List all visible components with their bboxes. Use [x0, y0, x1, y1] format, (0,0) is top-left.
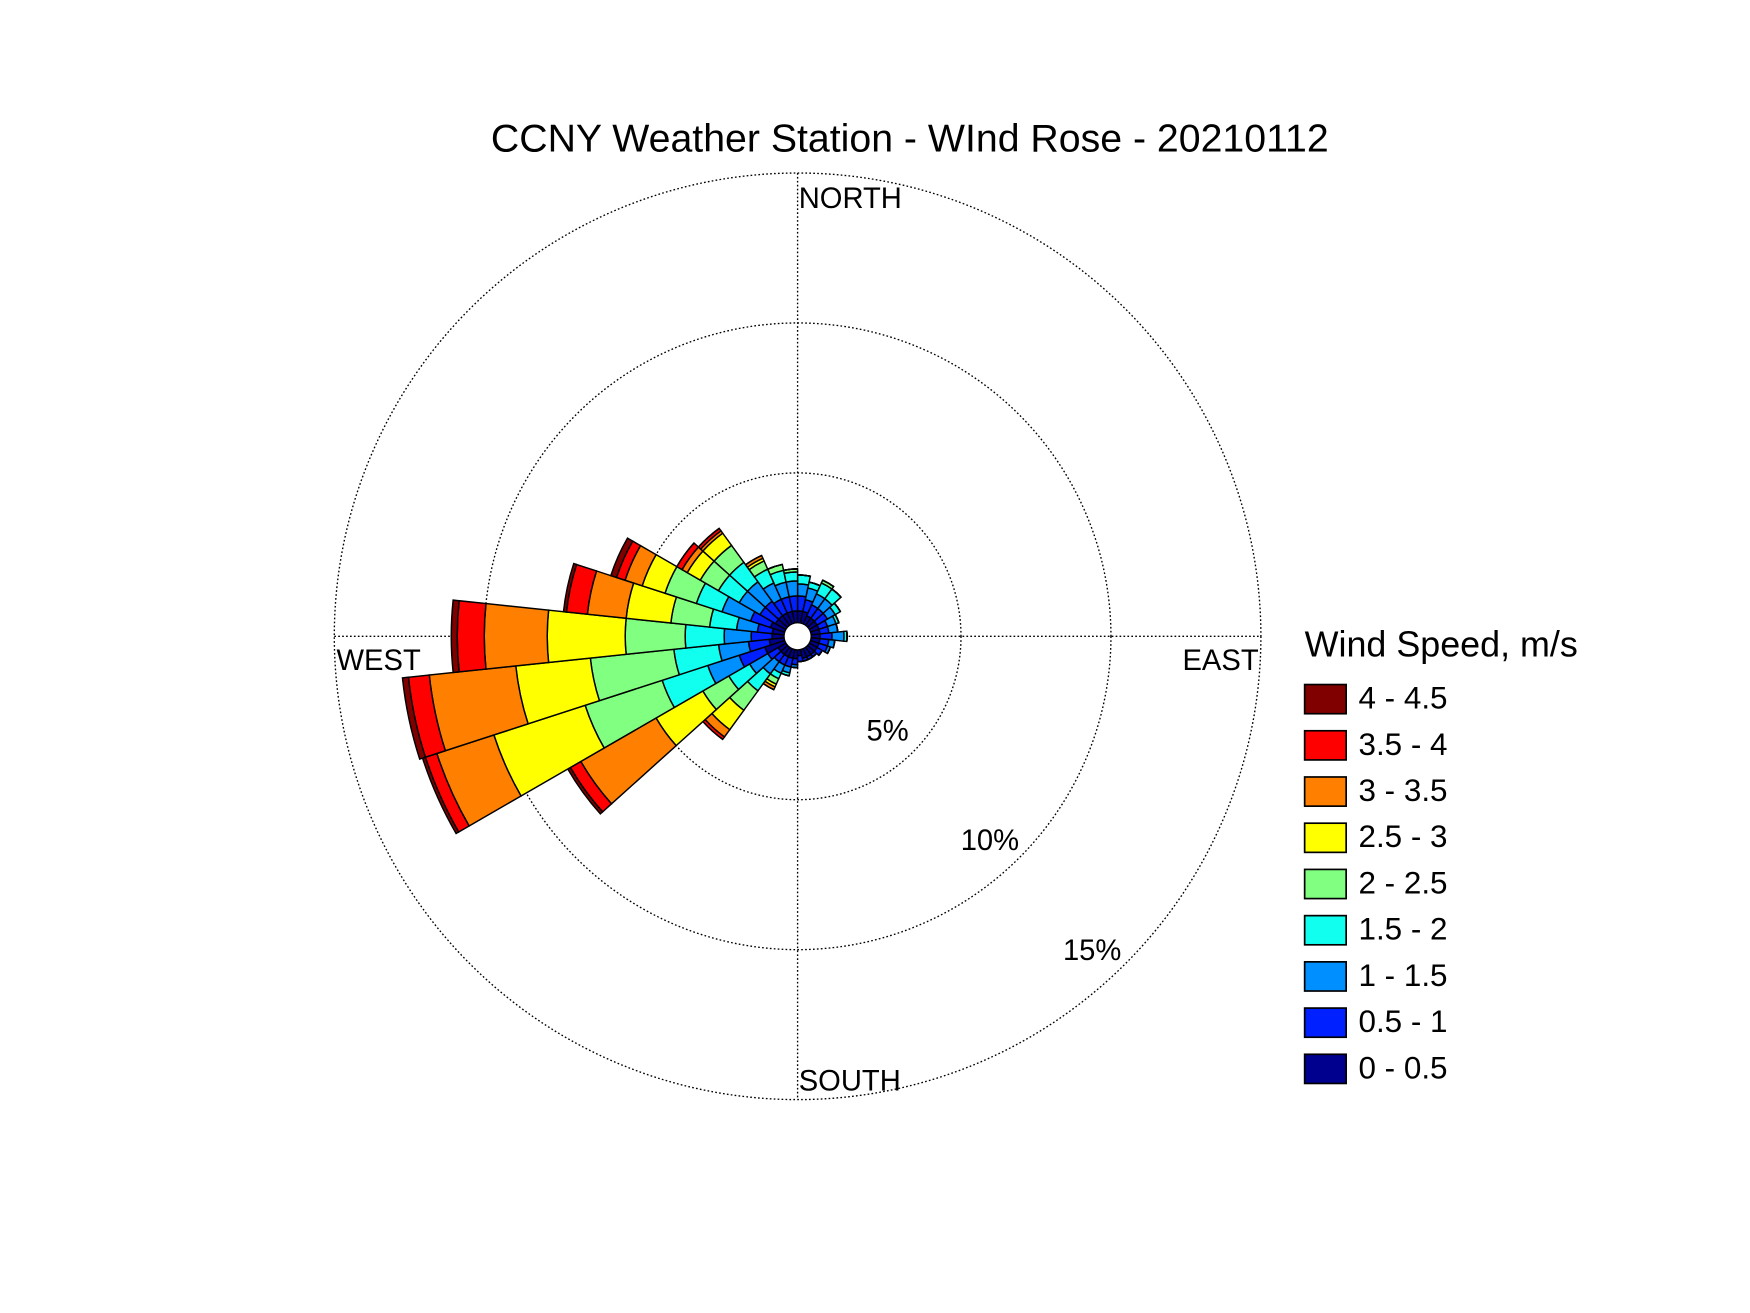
sector: [783, 568, 798, 572]
sector: [832, 640, 836, 649]
chart-title: CCNY Weather Station - WInd Rose - 20210…: [491, 117, 1329, 161]
legend-swatch: [1303, 1053, 1347, 1085]
legend-swatch: [1303, 1007, 1347, 1039]
sector: [456, 599, 487, 673]
sector: [797, 660, 804, 663]
legend-label: 4 - 4.5: [1358, 681, 1447, 716]
legend-label: 0.5 - 1: [1358, 1004, 1447, 1039]
legend-swatch: [1303, 729, 1347, 761]
grid-ring: [633, 472, 962, 801]
direction-label: NORTH: [799, 183, 902, 215]
legend-label: 1.5 - 2: [1358, 912, 1447, 947]
legend-label: 3 - 3.5: [1358, 773, 1447, 808]
sectors: [401, 527, 848, 835]
legend-swatch: [1303, 776, 1347, 807]
legend-label: 2 - 2.5: [1358, 865, 1447, 900]
legend-swatch: [1303, 914, 1347, 946]
grid-ring: [483, 322, 1112, 951]
direction-label: EAST: [1182, 645, 1258, 677]
legend-label: 1 - 1.5: [1358, 958, 1447, 993]
sector: [822, 579, 835, 588]
legend-swatch: [1303, 868, 1347, 900]
sector: [450, 599, 460, 674]
legend-title: Wind Speed, m/s: [1305, 625, 1578, 665]
legend-label: 3.5 - 4: [1358, 727, 1447, 762]
sector: [833, 602, 842, 612]
r-tick-label: 15%: [1063, 935, 1121, 967]
legend-swatch: [1303, 961, 1347, 992]
grid-ring: [333, 172, 1262, 1101]
sector: [483, 602, 550, 670]
r-tick-label: 10%: [961, 825, 1019, 857]
sector: [546, 609, 627, 664]
sector: [401, 676, 427, 761]
sector: [831, 588, 842, 598]
legend-label: 0 - 0.5: [1358, 1050, 1447, 1085]
sector: [790, 666, 798, 669]
direction-label: SOUTH: [799, 1066, 901, 1098]
center-hole: [783, 622, 812, 651]
legend-swatch: [1303, 822, 1347, 854]
sector: [562, 562, 578, 613]
direction-label: WEST: [337, 645, 421, 677]
sector: [609, 537, 634, 579]
polar-axes: 5% 10% 15%: [333, 172, 1262, 1101]
r-tick-label: 5%: [867, 716, 909, 748]
legend-label: 2.5 - 3: [1358, 819, 1447, 854]
legend: 0 - 0.5 0.5 - 1 1 - 1.5 1.5 - 2 2 - 2.5 2.5 -…: [1303, 681, 1448, 1085]
legend-swatch: [1303, 683, 1347, 715]
labels: NORTH EAST SOUTH WEST: [337, 183, 1259, 1098]
